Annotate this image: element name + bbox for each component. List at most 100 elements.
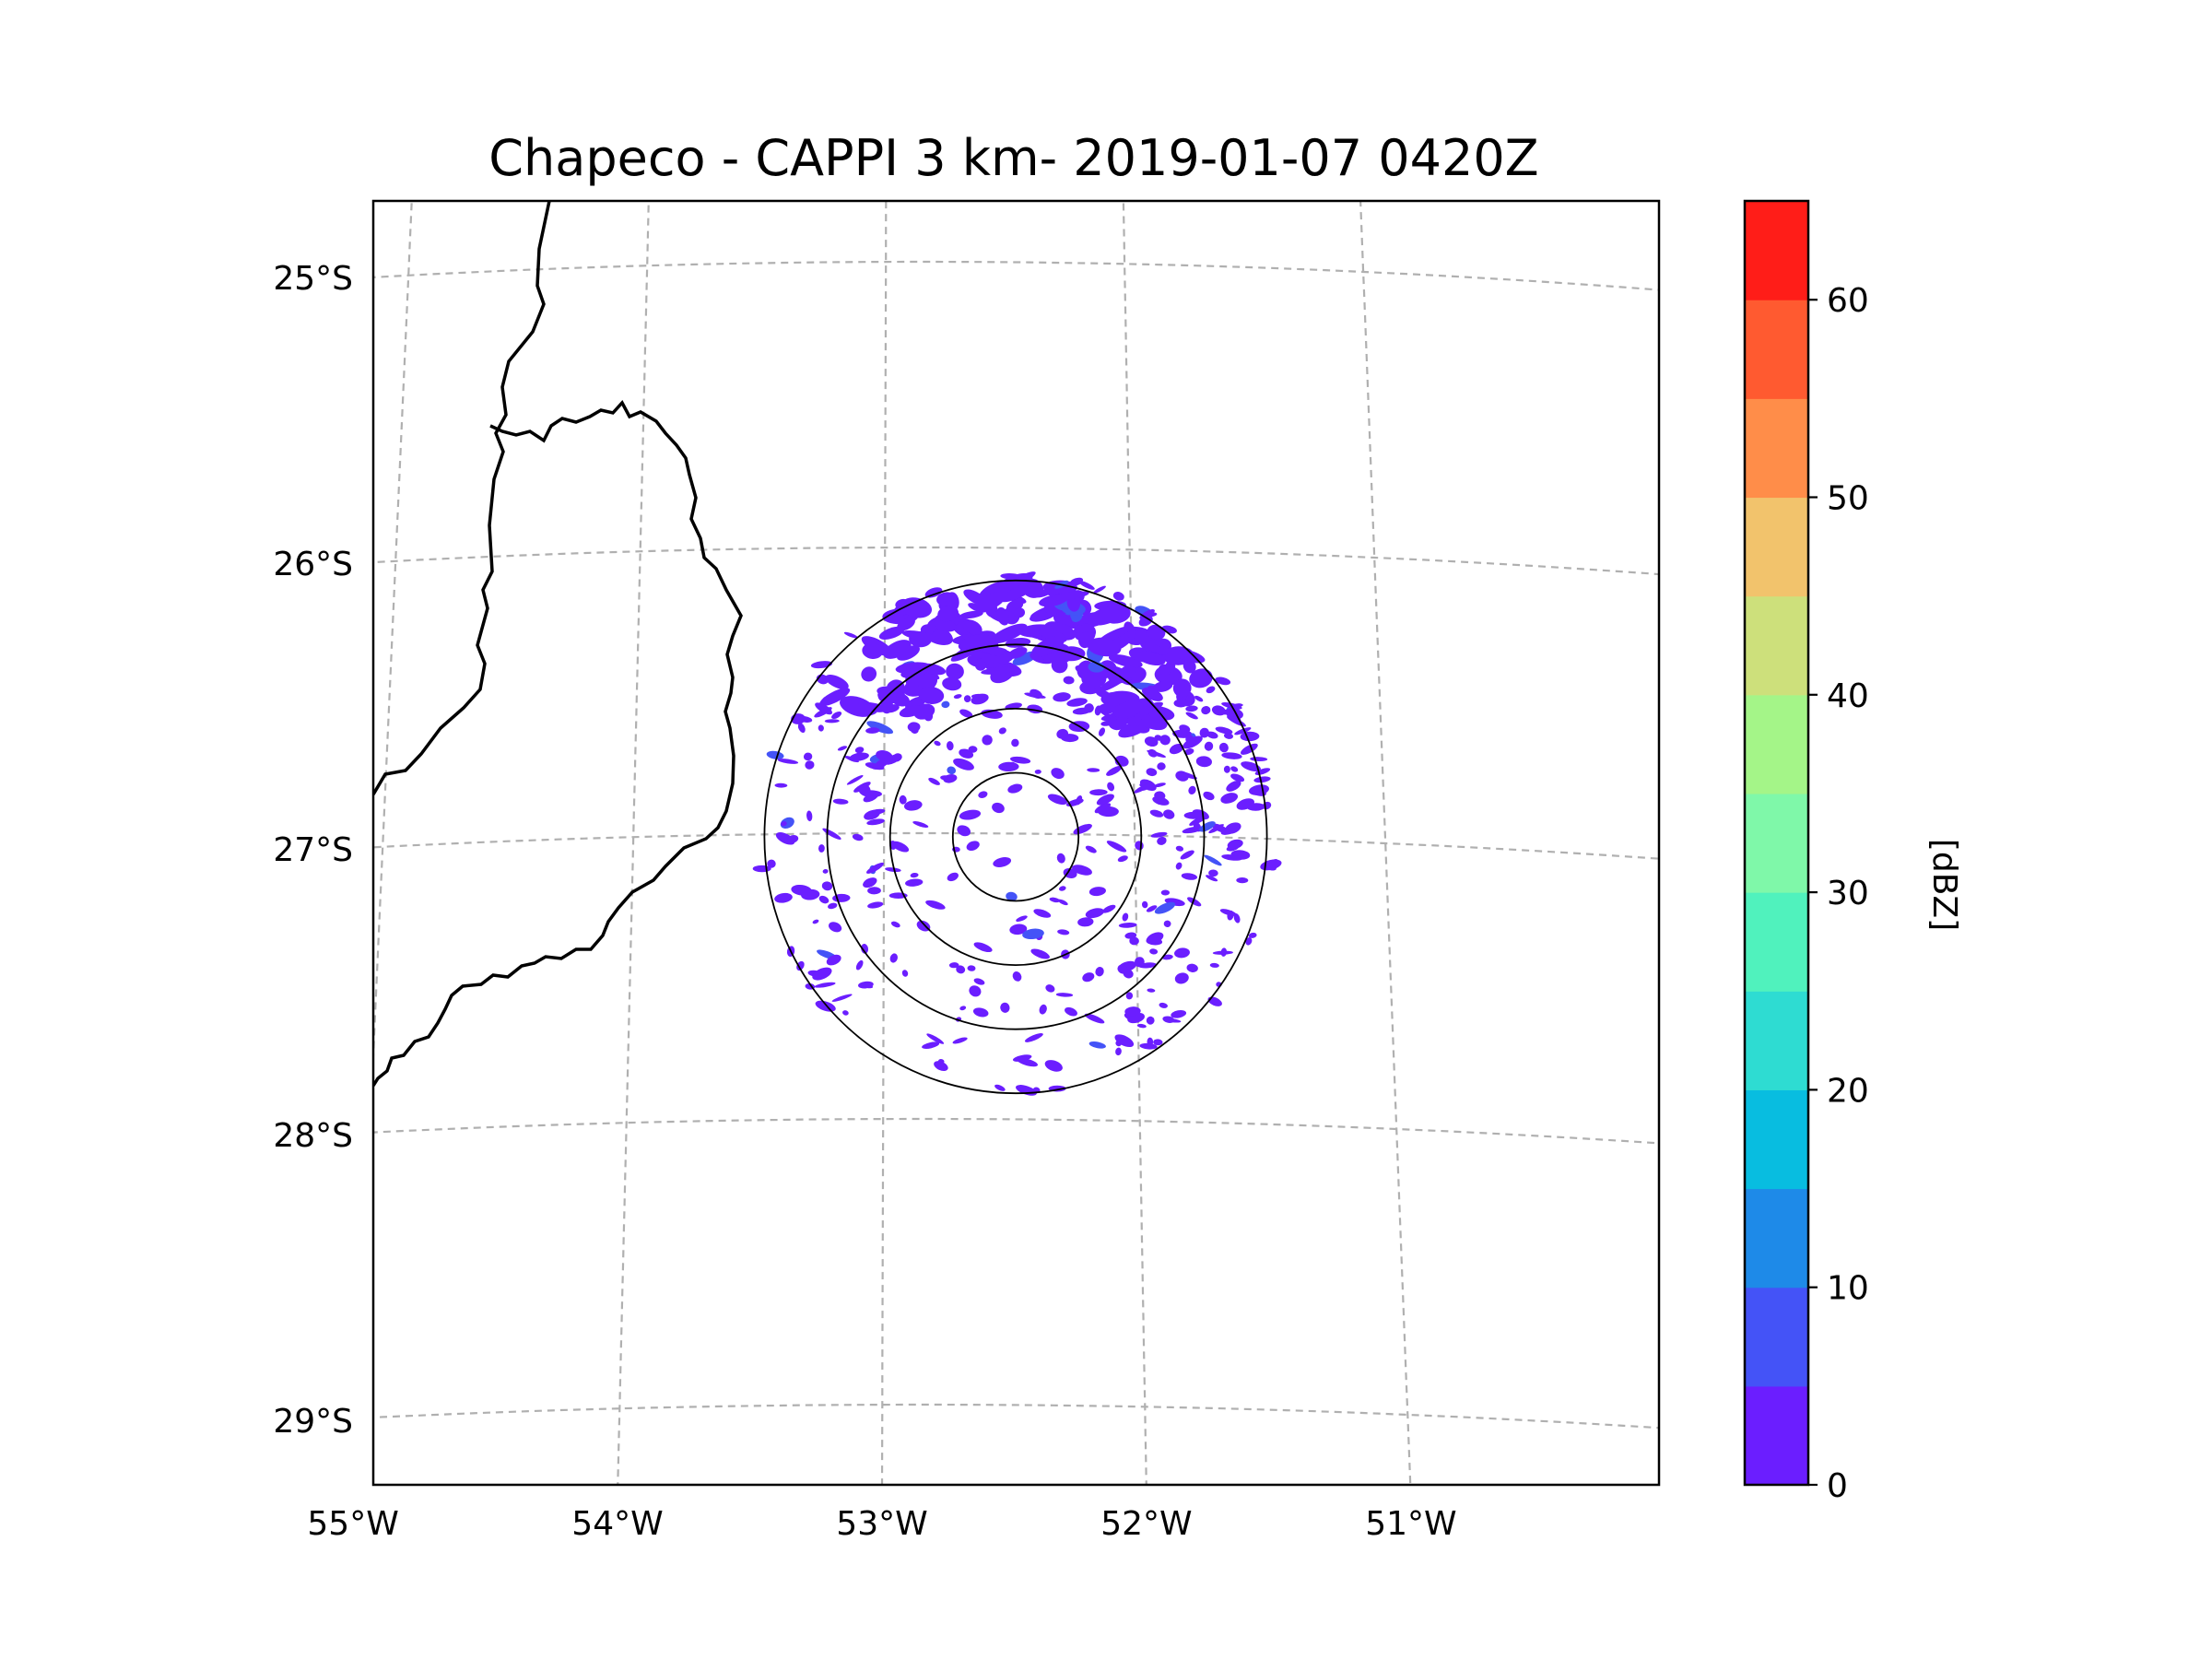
echo-cell: [1120, 665, 1136, 679]
echo-cell: [1150, 831, 1168, 838]
echo-cell: [1233, 913, 1241, 924]
meridian-53°W: [880, 201, 888, 1485]
echo-cell: [829, 922, 842, 933]
echo-cell: [1114, 1034, 1135, 1048]
echo-cell: [1174, 947, 1190, 959]
echo-cell: [972, 1007, 989, 1018]
echo-cell: [818, 724, 824, 732]
lon-tick-label: 52°W: [1100, 1505, 1192, 1543]
echo-cell: [1232, 703, 1243, 708]
echo-cell: [861, 666, 877, 682]
echo-cell: [1189, 668, 1213, 688]
range-ring-150km: [826, 643, 1206, 1030]
echo-cell: [865, 727, 880, 734]
echo-cell: [791, 884, 812, 896]
echo-cell: [1053, 613, 1072, 625]
echo-cell: [1047, 794, 1067, 806]
echo-cell: [900, 597, 933, 618]
echo-cell: [831, 994, 853, 1002]
colorbar-tick-label: 30: [1827, 875, 1869, 912]
echo-cell: [1146, 768, 1158, 777]
echo-cell: [1218, 742, 1229, 753]
echo-cell: [1234, 727, 1252, 735]
echo-cell: [1163, 809, 1175, 819]
echo-cell: [1230, 766, 1239, 772]
echo-cell: [1146, 1016, 1155, 1025]
political-borders: [373, 201, 743, 1087]
echo-cell: [973, 978, 985, 985]
echo-cell: [948, 962, 959, 969]
echo-cell: [985, 647, 1008, 656]
echo-cell: [1007, 647, 1028, 659]
echo-cell: [1082, 972, 1095, 982]
echo-cell: [1159, 735, 1171, 746]
range-ring-200km: [763, 579, 1268, 1095]
echo-cell: [1030, 948, 1050, 959]
echo-cell: [957, 825, 971, 837]
colorbar-label: [dBZ]: [1925, 839, 1963, 931]
echo-cell: [1157, 836, 1167, 845]
lat-tick-label: 27°S: [273, 831, 353, 869]
echo-cell: [1045, 984, 1055, 993]
lat-tick-label: 26°S: [273, 546, 353, 583]
echo-cell: [818, 844, 825, 853]
echo-cell: [1248, 932, 1257, 938]
echo-cell: [781, 821, 787, 827]
echo-cell: [861, 944, 869, 954]
echo-cell: [824, 719, 840, 724]
echo-cell: [866, 862, 884, 874]
colorbar-segment: [1745, 1089, 1808, 1190]
echo-cell: [1089, 789, 1108, 796]
colorbar-ticks: 0 10 20 30 40 50 60: [1808, 282, 1869, 1505]
colorbar-segment: [1745, 1385, 1808, 1486]
colorbar-segment: [1745, 1188, 1808, 1288]
meridian-55°W: [373, 201, 413, 1078]
echo-cell: [977, 592, 1006, 612]
echo-cell: [1118, 923, 1137, 928]
echo-cell: [1183, 811, 1203, 819]
echo-cell: [1226, 708, 1243, 720]
echo-cell: [1241, 743, 1258, 755]
echo-cell: [822, 868, 829, 874]
colorbar-tick-label: 50: [1827, 480, 1869, 518]
echo-cell: [1049, 897, 1060, 903]
echo-cell: [901, 970, 909, 977]
echo-cell: [1187, 897, 1202, 907]
echo-cell: [1220, 793, 1239, 804]
echo-cell: [1149, 948, 1159, 955]
echo-cell: [1153, 782, 1166, 788]
echo-cell: [828, 902, 838, 910]
echo-cell: [1033, 909, 1052, 918]
echo-cell: [814, 982, 836, 988]
echo-cell: [1173, 699, 1189, 708]
echo-cell: [867, 808, 886, 816]
echo-cell: [1154, 791, 1166, 801]
colorbar-segments: [1745, 201, 1808, 1486]
echo-cell: [1141, 900, 1148, 909]
echo-cell: [1149, 809, 1164, 818]
echo-cell: [907, 722, 921, 733]
echo-cell: [1063, 676, 1075, 685]
echo-cell: [981, 666, 1016, 675]
echo-cell: [1201, 706, 1211, 715]
echo-cell: [1098, 727, 1106, 736]
echo-cell: [1066, 698, 1088, 707]
echo-cell: [1144, 736, 1159, 747]
lon-tick-label: 55°W: [307, 1505, 398, 1543]
echo-cell: [1085, 908, 1104, 919]
echo-cell: [940, 775, 953, 782]
echo-cell: [1223, 733, 1234, 739]
echo-cell: [899, 794, 907, 805]
echo-cell: [863, 877, 877, 888]
echo-cell: [942, 677, 962, 691]
echo-cell: [878, 626, 905, 641]
echo-cell: [1065, 1006, 1077, 1017]
echo-cell: [1129, 936, 1139, 946]
echo-cell: [1051, 768, 1065, 780]
echo-cell: [1024, 1032, 1043, 1042]
echo-cell: [1044, 1060, 1063, 1072]
echo-cell: [1012, 971, 1022, 982]
border-argentina-brazil-north: [373, 399, 743, 1087]
echo-cell: [962, 619, 982, 635]
echo-cell: [1208, 869, 1218, 877]
